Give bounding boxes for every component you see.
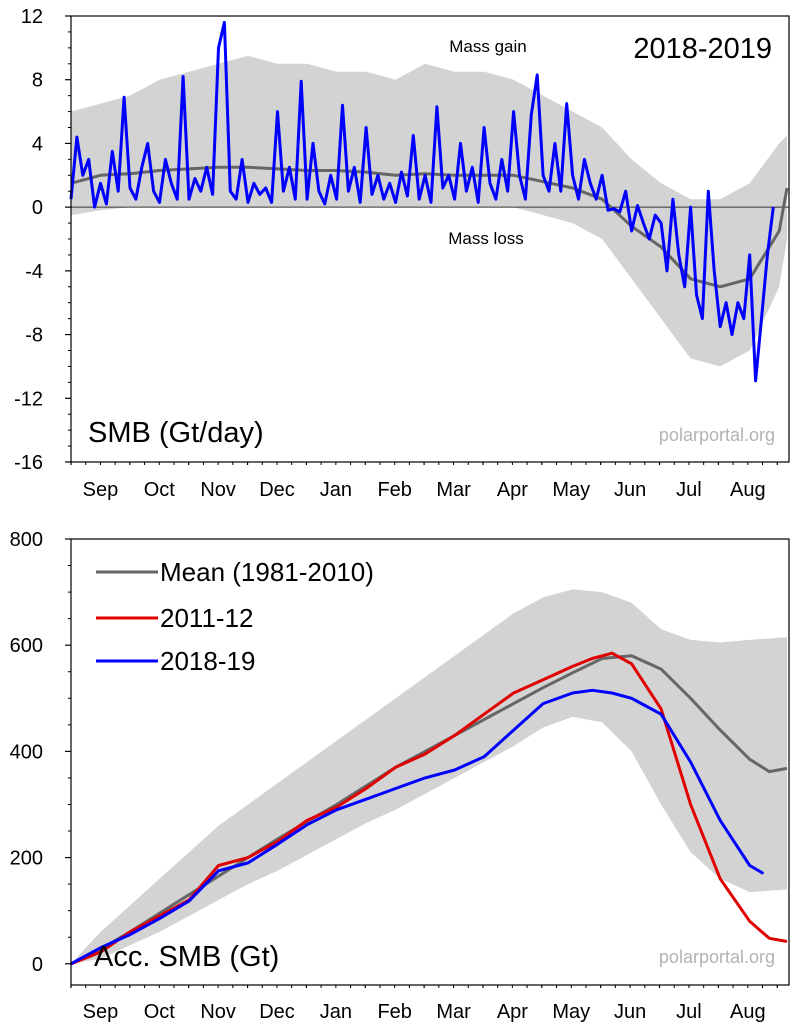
- month-label-apr: Apr: [497, 1001, 528, 1023]
- month-label-apr: Apr: [497, 479, 528, 501]
- mass-loss-label: Mass loss: [448, 229, 524, 248]
- legend-2018-label: 2018-19: [160, 646, 255, 676]
- daily-smb-ylabel: SMB (Gt/day): [88, 417, 264, 449]
- y-tick-label: -12: [14, 388, 43, 410]
- month-label-aug: Aug: [730, 479, 766, 501]
- y-tick-label: 400: [10, 741, 43, 763]
- y-tick-label: -8: [25, 325, 43, 347]
- month-label-sep: Sep: [83, 1001, 119, 1023]
- month-label-feb: Feb: [377, 479, 411, 501]
- month-label-aug: Aug: [730, 1001, 766, 1023]
- daily-smb-axes: 12 8 4 0 -4 -8 -12 -16 Sep Oct Nov Dec Jan Feb Mar Apr M…: [14, 6, 790, 501]
- month-label-dec: Dec: [259, 1001, 295, 1023]
- series-line-2011-12: [70, 651, 788, 966]
- legend-mean-label: Mean (1981-2010): [160, 557, 374, 587]
- month-label-nov: Nov: [200, 479, 236, 501]
- legend: Mean (1981-2010) 2011-12 2018-19: [96, 557, 374, 676]
- y-tick-label: 200: [10, 848, 43, 870]
- y-tick-label: 12: [21, 6, 43, 28]
- y-tick-label: 800: [10, 529, 43, 551]
- month-label-may: May: [552, 479, 590, 501]
- month-label-nov: Nov: [200, 1001, 236, 1023]
- month-label-mar: Mar: [436, 479, 471, 501]
- y-tick-label: 8: [32, 70, 43, 92]
- month-label-jun: Jun: [614, 479, 646, 501]
- month-label-may: May: [552, 1001, 590, 1023]
- y-tick-label: 600: [10, 635, 43, 657]
- month-label-feb: Feb: [377, 1001, 411, 1023]
- accumulated-smb-axes: 800 600 400 200 0 Sep Oct Nov Dec Jan Feb Mar Apr May…: [10, 529, 790, 1023]
- month-label-jul: Jul: [676, 1001, 702, 1023]
- month-label-jan: Jan: [320, 1001, 352, 1023]
- season-title: 2018-2019: [633, 33, 772, 65]
- plot-frame: [70, 538, 790, 986]
- month-label-oct: Oct: [144, 1001, 176, 1023]
- y-tick-label: 0: [32, 954, 43, 976]
- daily-smb-lines: [69, 20, 789, 383]
- y-tick-label: -4: [25, 261, 43, 283]
- watermark-bottom: polarportal.org: [659, 947, 775, 967]
- month-label-dec: Dec: [259, 479, 295, 501]
- month-label-jul: Jul: [676, 479, 702, 501]
- month-label-jun: Jun: [614, 1001, 646, 1023]
- accumulated-smb-ylabel: Acc. SMB (Gt): [94, 941, 279, 973]
- series-line-2018-19: [70, 688, 765, 966]
- month-label-sep: Sep: [83, 479, 119, 501]
- y-tick-label: 4: [32, 133, 43, 155]
- accumulated-smb-panel: 800 600 400 200 0 Sep Oct Nov Dec Jan Feb Mar Apr May…: [10, 529, 790, 1023]
- y-tick-label: 0: [32, 197, 43, 219]
- month-label-mar: Mar: [436, 1001, 471, 1023]
- watermark-top: polarportal.org: [659, 425, 775, 445]
- series-line-2018-19: [69, 20, 775, 383]
- daily-smb-panel: 12 8 4 0 -4 -8 -12 -16 Sep Oct Nov Dec Jan Feb Mar Apr M…: [14, 6, 790, 501]
- variability-band: [71, 55, 787, 367]
- legend-2011-label: 2011-12: [160, 603, 254, 633]
- y-tick-label: -16: [14, 452, 43, 474]
- daily-smb-variability-band: [71, 55, 787, 367]
- month-label-jan: Jan: [320, 479, 352, 501]
- month-label-oct: Oct: [144, 479, 176, 501]
- mass-gain-label: Mass gain: [449, 37, 526, 56]
- accumulated-smb-lines: [70, 651, 788, 966]
